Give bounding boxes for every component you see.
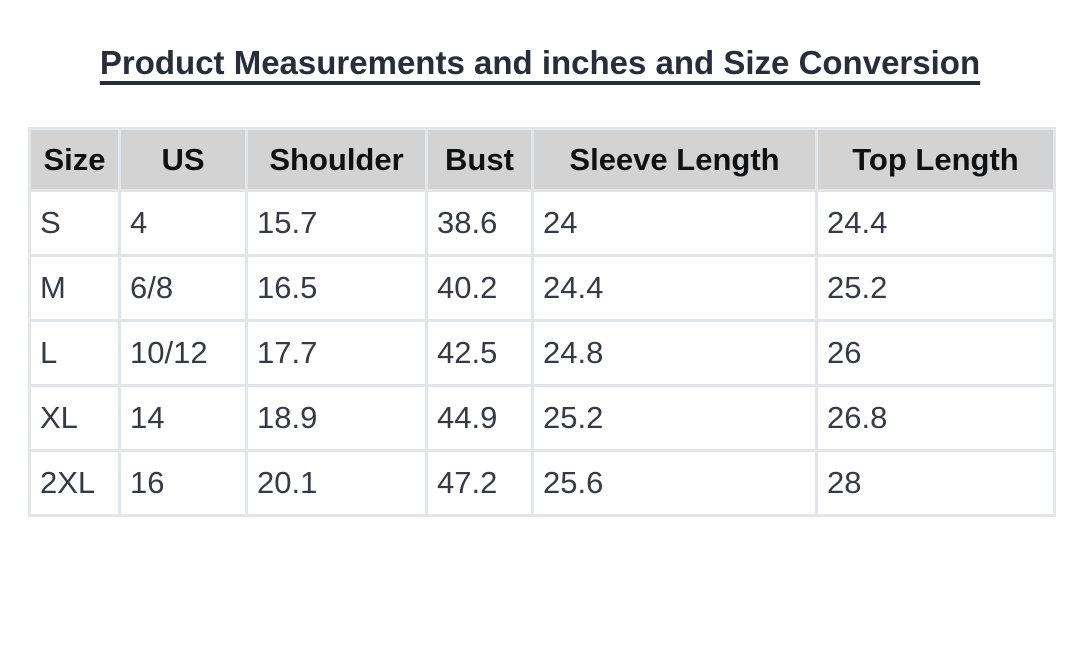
table-cell: 42.5	[425, 319, 534, 388]
size-chart-table: Size US Shoulder Bust Sleeve Length Top Lengt…	[28, 127, 1056, 518]
table-cell: 10/12	[118, 319, 248, 388]
table-row: S 4 15.7 38.6 24 24.4	[28, 189, 1056, 258]
table-cell: 24.4	[815, 189, 1056, 258]
header-cell-size: Size	[28, 127, 121, 193]
table-cell: 24	[531, 189, 818, 258]
table-cell: 16	[118, 449, 248, 518]
table-cell: 25.2	[531, 384, 818, 453]
page-title: Product Measurements and inches and Size…	[99, 44, 981, 81]
table-cell: 24.4	[531, 254, 818, 323]
header-cell-us: US	[118, 127, 248, 193]
table-cell: 44.9	[425, 384, 534, 453]
table-cell: 6/8	[118, 254, 248, 323]
table-cell: 25.6	[531, 449, 818, 518]
table-cell: 20.1	[245, 449, 428, 518]
table-cell: 38.6	[425, 189, 534, 258]
table-row: XL 14 18.9 44.9 25.2 26.8	[28, 384, 1056, 453]
table-cell: 26.8	[815, 384, 1056, 453]
header-cell-bust: Bust	[425, 127, 534, 193]
table-cell: M	[28, 254, 121, 323]
table-cell: 17.7	[245, 319, 428, 388]
table-cell: L	[28, 319, 121, 388]
header-cell-sleeve-length: Sleeve Length	[531, 127, 818, 193]
table-cell: 14	[118, 384, 248, 453]
size-chart-header: Size US Shoulder Bust Sleeve Length Top Lengt…	[28, 127, 1056, 193]
table-cell: 24.8	[531, 319, 818, 388]
table-cell: 28	[815, 449, 1056, 518]
table-cell: 15.7	[245, 189, 428, 258]
table-cell: S	[28, 189, 121, 258]
header-cell-shoulder: Shoulder	[245, 127, 428, 193]
table-cell: 40.2	[425, 254, 534, 323]
table-row: 2XL 16 20.1 47.2 25.6 28	[28, 449, 1056, 518]
header-row: Size US Shoulder Bust Sleeve Length Top Lengt…	[28, 127, 1056, 193]
table-cell: 2XL	[28, 449, 121, 518]
header-cell-top-length: Top Length	[815, 127, 1056, 193]
table-cell: 16.5	[245, 254, 428, 323]
table-row: L 10/12 17.7 42.5 24.8 26	[28, 319, 1056, 388]
table-cell: 47.2	[425, 449, 534, 518]
size-chart-body: S 4 15.7 38.6 24 24.4 M 6/8 16.5 40.2 24.4 25.2 L 10/…	[28, 189, 1056, 518]
table-row: M 6/8 16.5 40.2 24.4 25.2	[28, 254, 1056, 323]
table-cell: 26	[815, 319, 1056, 388]
table-cell: 18.9	[245, 384, 428, 453]
table-cell: XL	[28, 384, 121, 453]
table-cell: 4	[118, 189, 248, 258]
table-cell: 25.2	[815, 254, 1056, 323]
